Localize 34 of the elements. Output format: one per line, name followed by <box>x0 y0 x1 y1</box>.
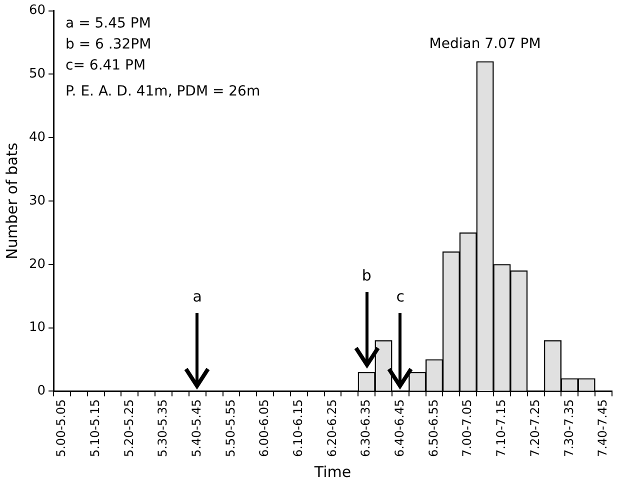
annotation: a = 5.45 PM <box>66 15 151 32</box>
x-tick-label: 7.10-7.15 <box>494 399 508 458</box>
x-tick-label: 7.00-7.05 <box>460 399 474 458</box>
y-tick-label: 50 <box>28 66 46 82</box>
x-tick-label: 6.00-6.05 <box>257 399 272 458</box>
x-tick-label: 5.00-5.05 <box>54 399 68 458</box>
x-tick-label: 6.40-6.45 <box>392 399 407 458</box>
y-tick-label: 40 <box>28 130 46 145</box>
x-tick-label: 5.10-5.15 <box>88 399 102 458</box>
x-tick-label: 7.20-7.25 <box>528 399 542 458</box>
x-tick-label: 6.20-6.25 <box>324 399 339 458</box>
annotation: b <box>362 266 372 285</box>
x-axis-title: Time <box>313 462 352 481</box>
annotation: a <box>192 288 202 306</box>
y-axis-title: Number of bats <box>2 142 21 260</box>
y-tick-label: 30 <box>28 193 46 208</box>
annotation: Median 7.07 PM <box>429 36 541 52</box>
y-tick-label: 60 <box>28 3 46 18</box>
annotation: b = 6 .32PM <box>66 36 152 52</box>
x-tick-label: 7.40-7.45 <box>596 399 610 458</box>
x-tick-label: 6.10-6.15 <box>291 399 306 458</box>
x-tick-label: 6.50-6.55 <box>426 399 440 458</box>
x-tick-label: 5.30-5.35 <box>156 399 170 458</box>
annotation: P. E. A. D. 41m, PDM = 26m <box>66 83 260 100</box>
y-tick-label: 0 <box>37 384 46 399</box>
annotation: c= 6.41 PM <box>66 57 146 74</box>
x-tick-label: 5.50-5.55 <box>223 399 238 458</box>
x-tick-label: 7.30-7.35 <box>562 399 576 458</box>
annotation: c <box>396 288 405 306</box>
x-tick-label: 5.40-5.45 <box>189 399 204 458</box>
x-tick-label: 6.30-6.35 <box>358 399 373 458</box>
x-tick-label: 5.20-5.25 <box>122 399 136 458</box>
y-tick-label: 10 <box>28 320 46 336</box>
y-tick-label: 20 <box>28 256 46 272</box>
